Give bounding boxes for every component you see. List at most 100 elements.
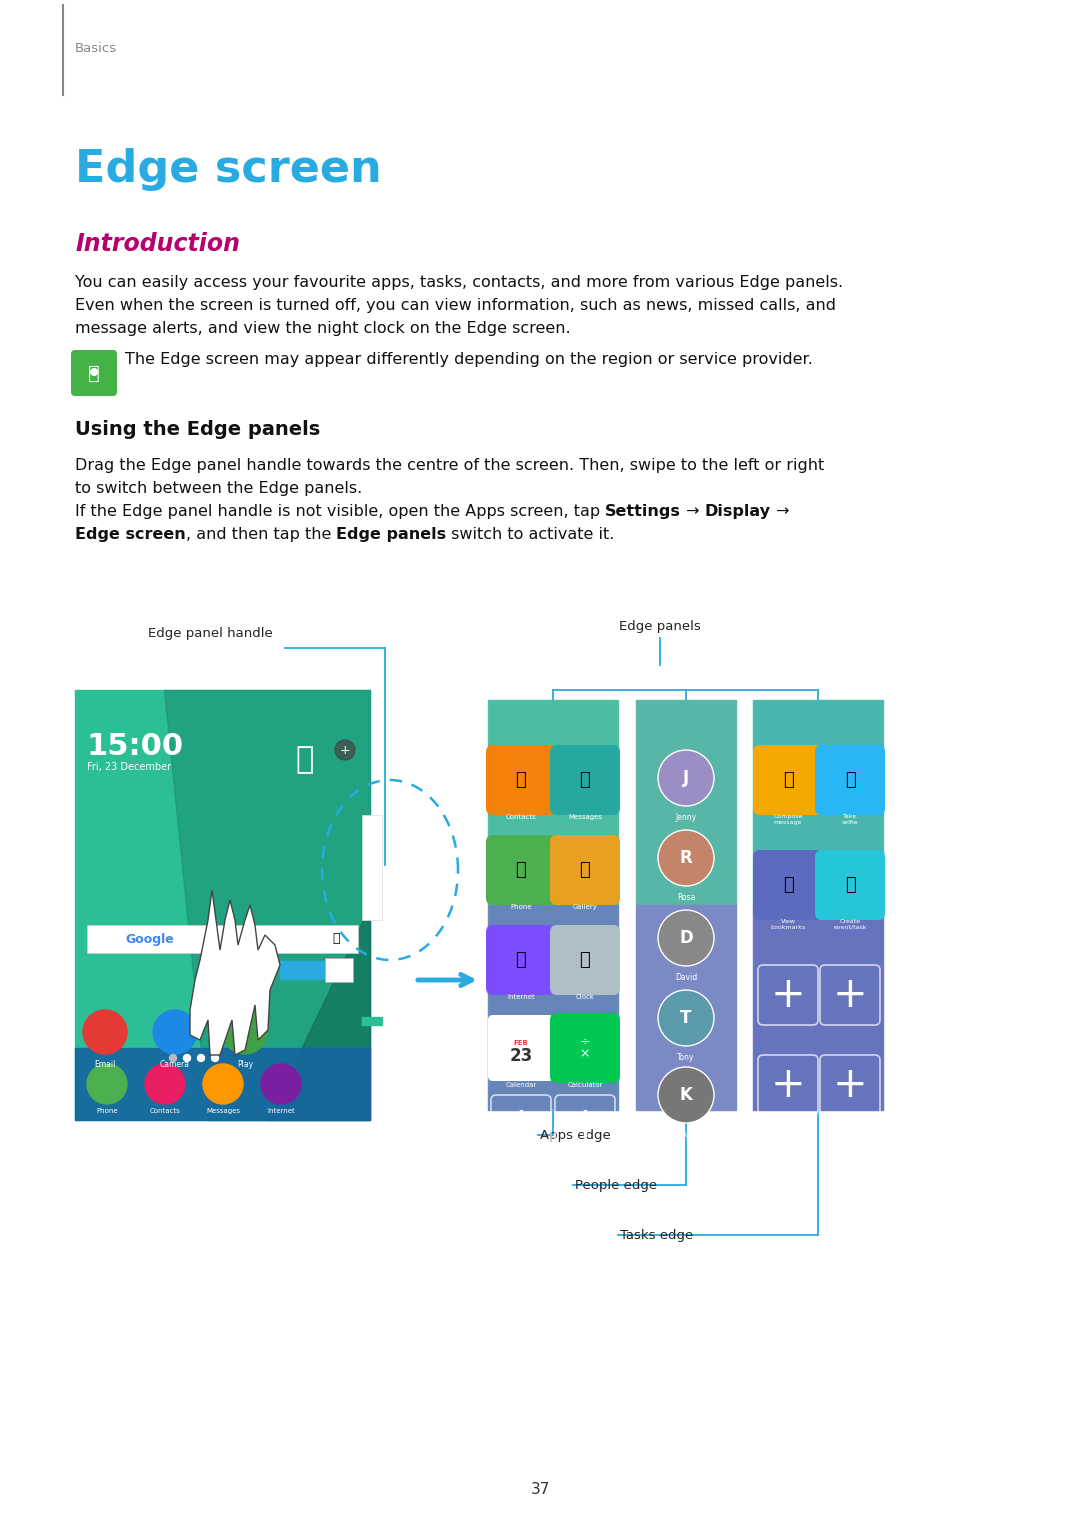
Text: +: + bbox=[568, 1104, 603, 1145]
Text: FEB: FEB bbox=[514, 1040, 528, 1046]
Bar bbox=[75, 1048, 370, 1119]
FancyBboxPatch shape bbox=[550, 745, 620, 815]
FancyBboxPatch shape bbox=[488, 1015, 554, 1081]
Text: 📅: 📅 bbox=[845, 876, 855, 893]
Text: Internet: Internet bbox=[508, 994, 535, 1000]
Circle shape bbox=[658, 910, 714, 967]
Circle shape bbox=[212, 1055, 218, 1061]
Circle shape bbox=[658, 989, 714, 1046]
Text: 📞: 📞 bbox=[515, 861, 526, 880]
Text: Rosa: Rosa bbox=[677, 893, 696, 902]
Circle shape bbox=[170, 1055, 176, 1061]
Bar bbox=[75, 690, 370, 1119]
Text: switch to activate it.: switch to activate it. bbox=[446, 527, 615, 542]
Text: 🎤: 🎤 bbox=[332, 933, 339, 945]
Circle shape bbox=[184, 1055, 190, 1061]
Text: Edge screen: Edge screen bbox=[75, 148, 381, 191]
Text: Tasks edge: Tasks edge bbox=[620, 1229, 693, 1241]
Text: People edge: People edge bbox=[575, 1179, 657, 1191]
Text: +: + bbox=[340, 744, 350, 756]
Circle shape bbox=[145, 1064, 185, 1104]
Text: 🌐: 🌐 bbox=[515, 951, 526, 970]
Circle shape bbox=[658, 1067, 714, 1122]
Text: Play: Play bbox=[237, 1060, 253, 1069]
Text: Gallery: Gallery bbox=[572, 904, 597, 910]
Text: →: → bbox=[681, 504, 705, 519]
Text: Calculator: Calculator bbox=[567, 1083, 603, 1089]
Text: Take
selfie: Take selfie bbox=[841, 814, 859, 825]
FancyBboxPatch shape bbox=[753, 851, 823, 919]
Bar bbox=[325, 957, 353, 982]
Text: Camera: Camera bbox=[160, 1060, 190, 1069]
Text: View
bookmarks: View bookmarks bbox=[770, 919, 806, 930]
Text: Google: Google bbox=[125, 933, 174, 945]
Text: +: + bbox=[771, 1064, 806, 1106]
FancyBboxPatch shape bbox=[753, 745, 823, 815]
Text: Messages: Messages bbox=[568, 814, 602, 820]
Polygon shape bbox=[163, 690, 370, 1119]
Text: You can easily access your favourite apps, tasks, contacts, and more from variou: You can easily access your favourite app… bbox=[75, 275, 843, 290]
Text: Messages: Messages bbox=[206, 1109, 240, 1115]
Bar bbox=[753, 906, 883, 1110]
Text: 🕐: 🕐 bbox=[580, 951, 591, 970]
Bar bbox=[362, 815, 382, 919]
Text: Display: Display bbox=[705, 504, 771, 519]
Text: •: • bbox=[86, 360, 103, 388]
Text: +: + bbox=[771, 974, 806, 1015]
FancyBboxPatch shape bbox=[71, 350, 117, 395]
Text: Drag the Edge panel handle towards the centre of the screen. Then, swipe to the : Drag the Edge panel handle towards the c… bbox=[75, 458, 824, 473]
Text: Edge screen: Edge screen bbox=[75, 527, 186, 542]
Text: D: D bbox=[679, 928, 693, 947]
Text: 💬: 💬 bbox=[580, 771, 591, 789]
Text: Even when the screen is turned off, you can view information, such as news, miss: Even when the screen is turned off, you … bbox=[75, 298, 836, 313]
Text: Tony: Tony bbox=[677, 1054, 694, 1061]
FancyBboxPatch shape bbox=[486, 745, 556, 815]
Text: Edge panel handle: Edge panel handle bbox=[148, 628, 272, 640]
Text: 37: 37 bbox=[530, 1483, 550, 1498]
Text: +: + bbox=[833, 974, 867, 1015]
Polygon shape bbox=[190, 890, 280, 1055]
Text: Email: Email bbox=[94, 1060, 116, 1069]
Text: Apps edge: Apps edge bbox=[540, 1128, 611, 1142]
Circle shape bbox=[335, 741, 355, 760]
Text: 👤: 👤 bbox=[515, 771, 526, 789]
FancyBboxPatch shape bbox=[550, 1012, 620, 1083]
Text: Phone: Phone bbox=[510, 904, 531, 910]
Bar bbox=[753, 699, 883, 1110]
Text: R: R bbox=[679, 849, 692, 867]
Text: +: + bbox=[833, 1064, 867, 1106]
FancyBboxPatch shape bbox=[550, 925, 620, 996]
Text: 🌐: 🌐 bbox=[783, 876, 794, 893]
Text: to switch between the Edge panels.: to switch between the Edge panels. bbox=[75, 481, 362, 496]
Bar bbox=[280, 960, 330, 979]
Text: 💬: 💬 bbox=[783, 771, 794, 789]
Circle shape bbox=[261, 1064, 301, 1104]
Text: Phone: Phone bbox=[96, 1109, 118, 1115]
Text: Edge panels: Edge panels bbox=[619, 620, 701, 634]
Text: Kevin: Kevin bbox=[676, 1130, 697, 1139]
FancyBboxPatch shape bbox=[550, 835, 620, 906]
Text: Internet: Internet bbox=[267, 1109, 295, 1115]
Bar bbox=[636, 699, 735, 906]
Text: The Edge screen may appear differently depending on the region or service provid: The Edge screen may appear differently d… bbox=[125, 353, 813, 366]
Bar bbox=[636, 906, 735, 1110]
Bar bbox=[636, 699, 735, 1110]
Polygon shape bbox=[267, 906, 370, 1119]
Circle shape bbox=[222, 1009, 267, 1054]
FancyBboxPatch shape bbox=[486, 835, 556, 906]
Text: ⛅: ⛅ bbox=[295, 745, 313, 774]
Circle shape bbox=[153, 1009, 197, 1054]
Text: If the Edge panel handle is not visible, open the Apps screen, tap: If the Edge panel handle is not visible,… bbox=[75, 504, 605, 519]
Text: David: David bbox=[675, 973, 697, 982]
Text: Jenny: Jenny bbox=[675, 812, 697, 822]
FancyBboxPatch shape bbox=[815, 851, 885, 919]
Text: Contacts: Contacts bbox=[150, 1109, 180, 1115]
Text: Edge panels: Edge panels bbox=[336, 527, 446, 542]
Text: Contacts: Contacts bbox=[505, 814, 537, 820]
Bar bbox=[488, 699, 618, 1110]
Circle shape bbox=[658, 750, 714, 806]
FancyBboxPatch shape bbox=[486, 925, 556, 996]
Text: message alerts, and view the night clock on the Edge screen.: message alerts, and view the night clock… bbox=[75, 321, 570, 336]
Text: , and then tap the: , and then tap the bbox=[186, 527, 336, 542]
Bar bbox=[488, 699, 618, 906]
